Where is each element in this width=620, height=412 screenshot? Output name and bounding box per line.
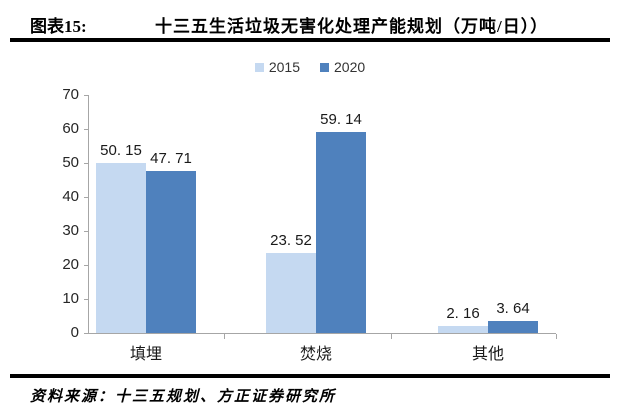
x-axis-tick-mark — [556, 334, 557, 339]
y-axis-tick-mark — [84, 265, 89, 266]
bar-chart-plot-area: 0 10 20 30 40 50 60 70 50. 15 47. 71 填埋 23. 52 59. 1… — [62, 87, 557, 363]
legend-swatch-2020 — [320, 62, 329, 72]
bar-value-label: 50. 15 — [100, 141, 142, 159]
y-axis-tick-label: 30 — [62, 222, 79, 239]
x-axis-category-label: 填埋 — [129, 346, 162, 363]
chart-legend: 2015 2020 — [0, 59, 620, 75]
y-axis-tick-label: 0 — [70, 324, 79, 341]
bar-2020-3 — [488, 320, 538, 333]
bar-2015-3 — [438, 325, 488, 333]
y-axis-tick-mark — [84, 299, 89, 300]
header-divider — [10, 38, 610, 42]
bar-2015-1 — [96, 162, 146, 333]
legend-label: 2020 — [334, 59, 366, 75]
y-axis-tick-mark — [84, 129, 89, 130]
legend-label: 2015 — [268, 59, 300, 75]
bar-2020-2 — [316, 131, 366, 333]
bar-value-label: 59. 14 — [320, 110, 362, 128]
figure-title: 十三五生活垃圾无害化处理产能规划（万吨/日）） — [155, 17, 549, 36]
bar-value-label: 2. 16 — [446, 304, 480, 322]
y-axis-tick-mark — [84, 163, 89, 164]
y-axis-tick-label: 40 — [62, 188, 79, 205]
y-axis-tick-mark — [84, 333, 89, 334]
legend-swatch-2015 — [254, 62, 264, 72]
bar-value-label: 47. 71 — [150, 149, 192, 167]
figure-label: 图表15: — [30, 17, 87, 36]
x-axis-tick-mark — [391, 334, 392, 339]
x-axis-category-label: 焚烧 — [299, 346, 332, 363]
bar-2020-1 — [146, 170, 196, 333]
bar-2015-2 — [266, 253, 316, 333]
y-axis-tick-label: 50 — [62, 154, 79, 171]
y-axis-tick-label: 20 — [62, 256, 79, 273]
y-axis-tick-label: 70 — [62, 86, 79, 103]
y-axis-tick-mark — [84, 95, 89, 96]
source-note: 资料来源：十三五规划、方正证券研究所 — [30, 389, 337, 405]
x-axis-tick-mark — [224, 334, 225, 339]
y-axis-tick-label: 60 — [62, 120, 79, 137]
footer-divider — [10, 374, 610, 378]
y-axis-tick-mark — [84, 231, 89, 232]
x-axis-category-label: 其他 — [471, 346, 504, 363]
y-axis-tick-label: 10 — [62, 290, 79, 307]
legend-item-2015: 2015 — [254, 59, 300, 75]
bar-value-label: 23. 52 — [270, 232, 312, 250]
y-axis-tick-mark — [84, 197, 89, 198]
legend-item-2020: 2020 — [320, 59, 365, 75]
bar-value-label: 3. 64 — [496, 299, 530, 317]
